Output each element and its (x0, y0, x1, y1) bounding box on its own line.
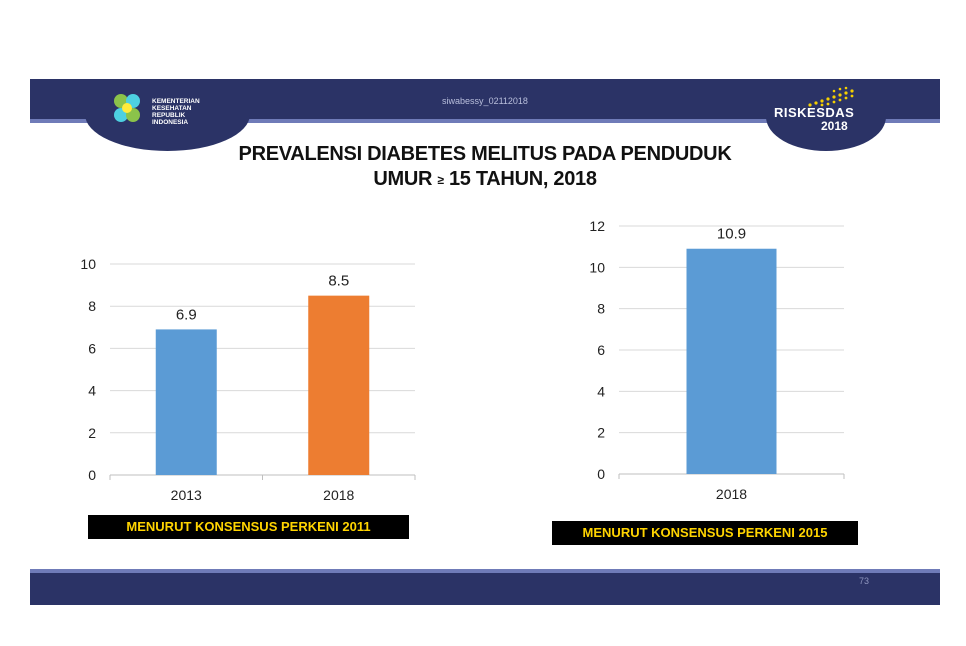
y-tick-label: 8 (597, 301, 605, 317)
logo-text-line: REPUBLIK (152, 112, 186, 119)
riskesdas-logo-year: 2018 (821, 119, 848, 133)
chart-perkeni-2015: 0 2 4 6 8 10 12 10.9 2018 (589, 218, 845, 502)
header-accent-line (30, 119, 940, 123)
kemenkes-logo-badge (85, 79, 250, 151)
chart-perkeni-2011: 0 2 4 6 8 10 6.9 2013 8.5 2018 (80, 256, 416, 503)
data-label: 8.5 (328, 273, 349, 290)
logo-text-line: KESEHATAN (152, 105, 192, 112)
y-tick-label: 4 (88, 383, 96, 399)
riskesdas-logo-word: RISKESDAS (774, 105, 855, 120)
y-tick-label: 10 (80, 256, 96, 272)
bar (155, 329, 217, 475)
page-title: PREVALENSI DIABETES MELITUS PADA PENDUDU… (0, 142, 966, 193)
title-line-2: UMUR ≥ 15 TAHUN, 2018 (0, 167, 966, 193)
x-tick-label: 2018 (323, 487, 354, 503)
y-tick-label: 2 (597, 425, 605, 441)
footer-band (30, 573, 940, 605)
page-number: 73 (859, 576, 870, 586)
bar (308, 295, 370, 475)
y-tick-label: 10 (589, 259, 605, 275)
data-label: 6.9 (176, 306, 197, 323)
bar (686, 248, 777, 474)
y-tick-label: 6 (88, 340, 96, 356)
riskesdas-dots-icon (808, 86, 854, 107)
y-tick-label: 0 (597, 466, 605, 482)
title-greater-equal-symbol: ≥ (437, 173, 444, 187)
x-tick-label: 2018 (716, 486, 747, 502)
riskesdas-logo-badge (766, 79, 886, 151)
y-tick-label: 8 (88, 298, 96, 314)
footer-accent-line (30, 569, 940, 573)
logo-text-line: KEMENTERIAN (152, 98, 200, 105)
data-label: 10.9 (717, 226, 746, 243)
y-tick-label: 0 (88, 467, 96, 483)
title-line-2-suffix: 15 TAHUN, 2018 (448, 168, 597, 190)
title-line-1: PREVALENSI DIABETES MELITUS PADA PENDUDU… (238, 143, 732, 165)
caption-perkeni-2011: MENURUT KONSENSUS PERKENI 2011 (88, 515, 409, 539)
x-tick-label: 2013 (171, 487, 202, 503)
caption-perkeni-2015: MENURUT KONSENSUS PERKENI 2015 (552, 521, 858, 545)
title-line-2-prefix: UMUR (373, 168, 433, 190)
kemenkes-logo-text: KEMENTERIAN KESEHATAN REPUBLIK INDONESIA (152, 98, 200, 126)
watermark-text: siwabessy_02112018 (442, 96, 528, 106)
kemenkes-logo-icon (114, 94, 140, 122)
y-tick-label: 6 (597, 342, 605, 358)
y-tick-label: 12 (589, 218, 605, 234)
y-tick-label: 4 (597, 383, 605, 399)
logo-text-line: INDONESIA (152, 119, 189, 126)
y-tick-label: 2 (88, 425, 96, 441)
